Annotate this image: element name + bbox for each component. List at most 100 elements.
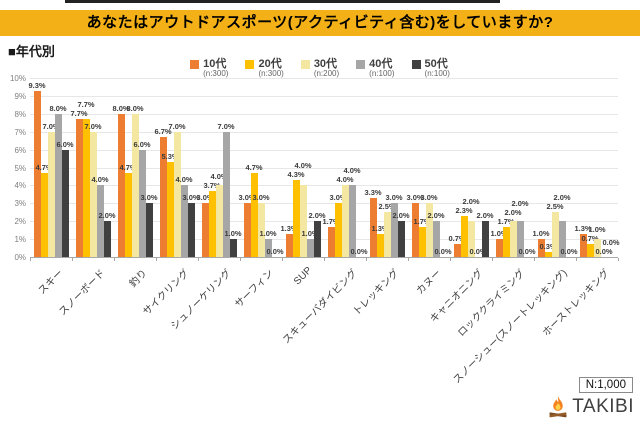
bar — [166, 162, 174, 257]
gridline — [30, 149, 618, 151]
bar — [341, 185, 349, 257]
bar — [173, 131, 181, 257]
bar — [229, 239, 237, 257]
bar — [460, 215, 468, 257]
legend-series-name: 50代 — [424, 58, 448, 70]
bar-value-label: 4.0% — [210, 171, 228, 181]
legend: 10代 (n:300) 20代 (n:300) 30代 (n:200) 40代 (n:100)… — [0, 58, 640, 79]
bar — [481, 221, 489, 257]
bar-value-label: 3.7% — [203, 180, 221, 190]
bar-value-label: 1.0% — [532, 229, 550, 239]
bar-value-label: 7.0% — [84, 121, 102, 131]
bar-value-label: 8.0% — [49, 103, 67, 113]
bar-value-label: 1.7% — [322, 216, 340, 226]
y-axis-label: 3% — [14, 199, 26, 209]
axis-tick — [198, 258, 199, 261]
bar — [292, 180, 300, 257]
bar-value-label: 3.0% — [196, 193, 214, 203]
bar-value-label: 2.0% — [308, 211, 326, 221]
bar — [159, 137, 167, 257]
decorative-top-line — [65, 0, 500, 3]
bar-value-label: 1.7% — [497, 216, 515, 226]
bar — [432, 221, 440, 257]
bar-value-label: 8.0% — [126, 103, 144, 113]
bar — [411, 203, 419, 257]
axis-tick — [324, 258, 325, 261]
bar — [425, 203, 433, 257]
bar-value-label: 6.0% — [56, 139, 74, 149]
axis-tick — [114, 258, 115, 261]
axis-tick — [450, 258, 451, 261]
axis-tick — [618, 258, 619, 261]
bar — [516, 221, 524, 257]
axis-tick — [240, 258, 241, 261]
legend-swatch — [356, 60, 366, 69]
bar — [418, 226, 426, 257]
legend-sample-size: (n:300) — [203, 69, 229, 79]
legend-item: 10代 (n:300) — [190, 58, 228, 79]
bar-value-label: 3.0% — [140, 193, 158, 203]
bar — [551, 212, 559, 257]
bar-value-label: 4.3% — [287, 170, 305, 180]
y-axis-label: 1% — [14, 235, 26, 245]
category-label: スキューバダイビング — [281, 267, 360, 347]
bar — [47, 131, 55, 257]
bar-value-label: 8.0% — [112, 103, 130, 113]
axis-tick — [576, 258, 577, 261]
bar — [138, 149, 146, 257]
bar — [495, 239, 503, 257]
bar-value-label: 5.3% — [161, 152, 179, 162]
y-axis-label: 2% — [14, 217, 26, 227]
y-axis-label: 0% — [14, 253, 26, 262]
bar — [397, 221, 405, 257]
bar-value-label: 1.7% — [413, 216, 431, 226]
bar — [502, 226, 510, 257]
axis-tick — [408, 258, 409, 261]
legend-series-name: 30代 — [313, 58, 338, 70]
bar — [390, 203, 398, 257]
bar-value-label: 0.3% — [539, 241, 557, 251]
bar-value-label: 0.7% — [448, 234, 466, 244]
bar-value-label: 3.0% — [252, 193, 270, 203]
bar-value-label: 1.3% — [280, 223, 298, 233]
legend-series-name: 10代 — [203, 58, 227, 70]
bar-value-label: 4.0% — [294, 161, 312, 171]
bar-value-label: 1.0% — [490, 229, 508, 239]
bar — [453, 244, 461, 257]
bar — [327, 226, 335, 257]
bar — [243, 203, 251, 257]
bar-value-label: 0.0% — [518, 247, 536, 256]
bar-value-label: 4.0% — [336, 175, 354, 185]
category-label: カヌー — [414, 267, 444, 297]
bar-value-label: 0.0% — [434, 247, 452, 256]
category-label: SUP — [292, 265, 315, 288]
axis-tick — [156, 258, 157, 261]
bar — [131, 113, 139, 257]
bar-value-label: 7.7% — [70, 109, 88, 119]
bar-value-label: 6.0% — [133, 139, 151, 149]
legend-swatch — [190, 60, 200, 69]
bar — [103, 221, 111, 257]
x-axis-line — [30, 257, 618, 258]
bar — [82, 119, 90, 257]
axis-tick — [534, 258, 535, 261]
legend-swatch — [245, 60, 255, 69]
bar — [40, 172, 48, 257]
bar — [579, 233, 587, 257]
bar-value-label: 3.0% — [238, 193, 256, 203]
bar — [299, 185, 307, 257]
bar-value-label: 4.7% — [245, 162, 263, 172]
bar — [215, 185, 223, 257]
gridline — [30, 167, 618, 169]
bar — [586, 244, 594, 257]
bar-value-label: 0.0% — [595, 247, 613, 256]
bar — [54, 113, 62, 257]
gridline — [30, 203, 618, 205]
axis-tick — [30, 258, 31, 261]
bar-value-label: 2.0% — [476, 211, 494, 221]
bar-value-label: 4.0% — [91, 175, 109, 185]
bar-value-label: 2.3% — [455, 205, 473, 215]
bar-value-label: 4.0% — [175, 175, 193, 185]
bar-value-label: 1.3% — [574, 223, 592, 233]
